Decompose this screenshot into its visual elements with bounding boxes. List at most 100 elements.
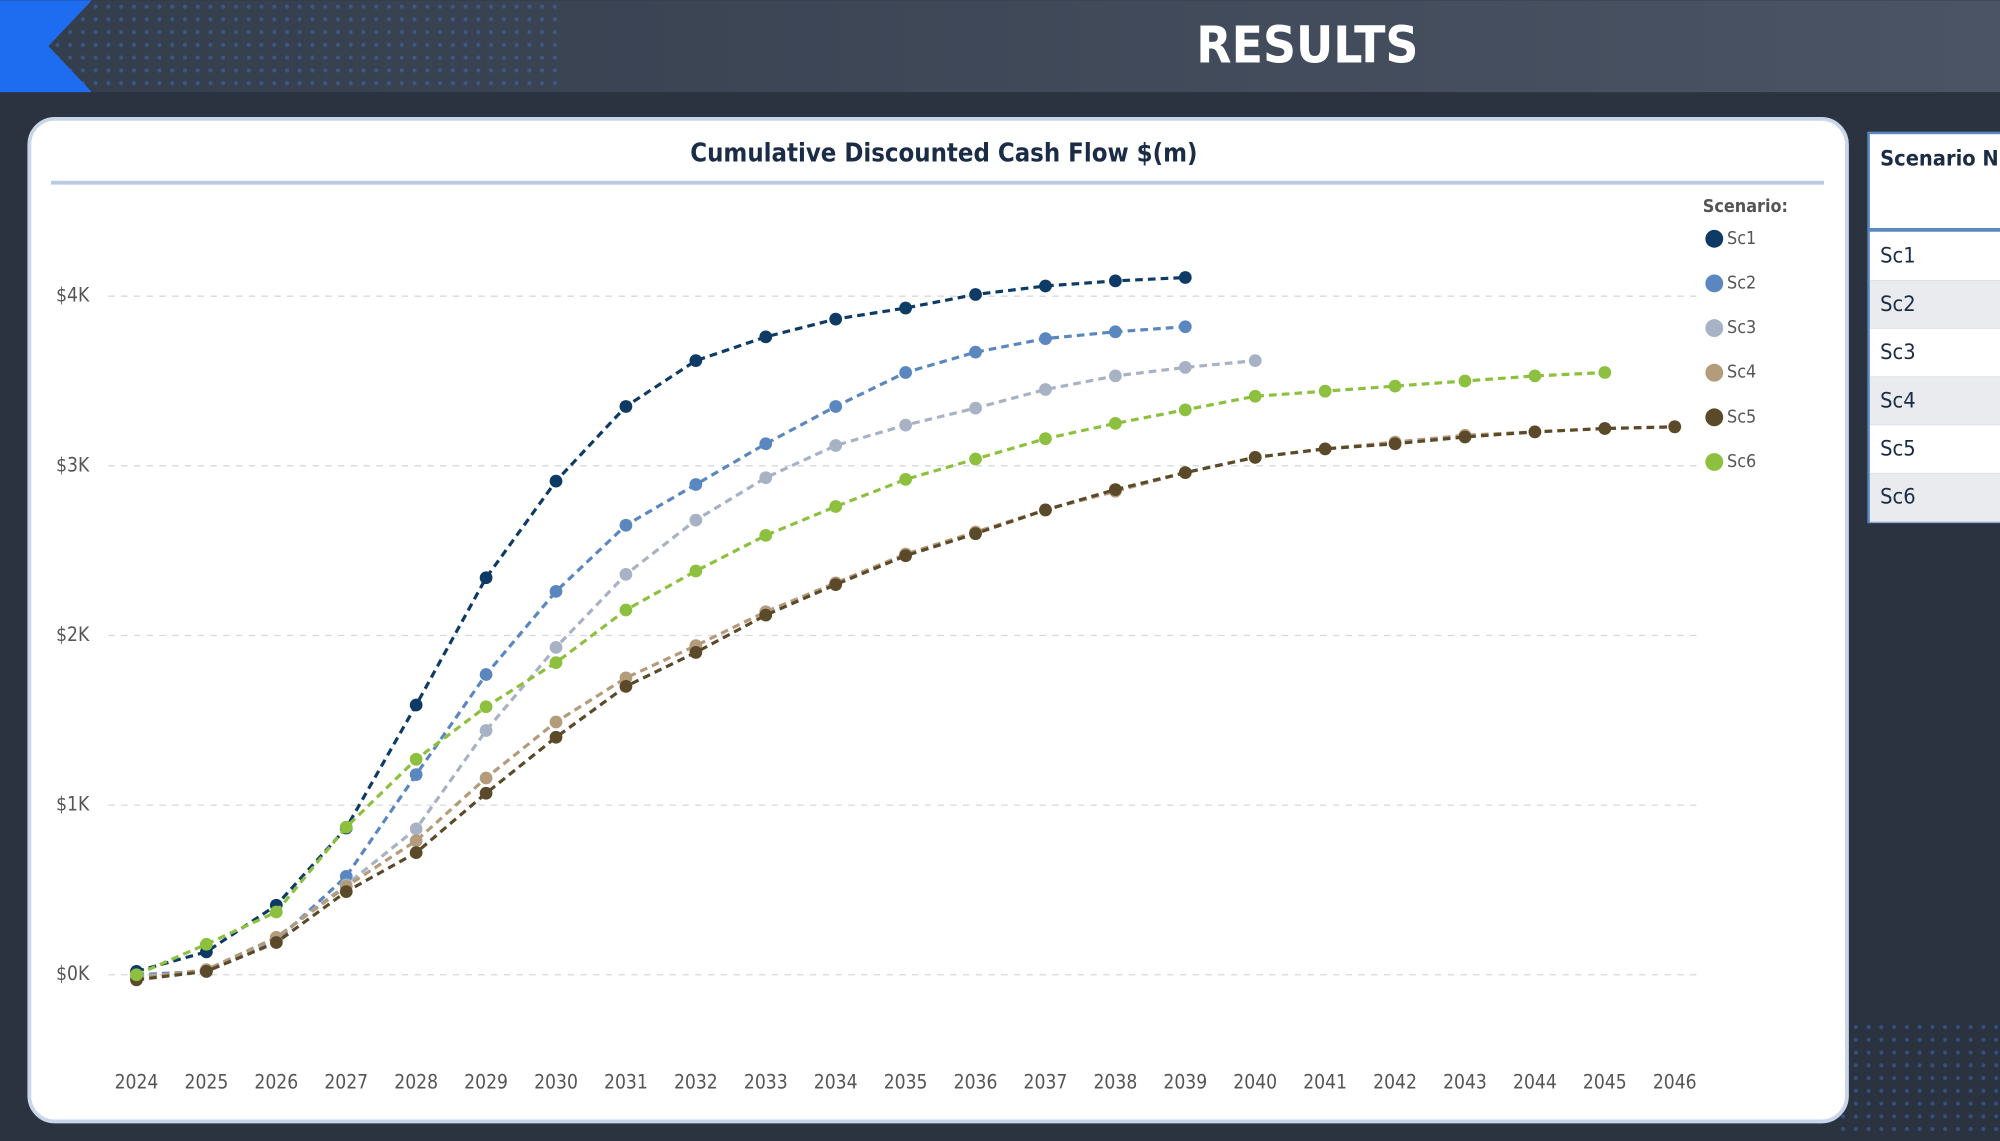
table-cell: Sc5 [1880, 436, 1916, 461]
table-cell: Sc6 [1880, 485, 1916, 510]
legend-marker [1705, 453, 1724, 471]
data-point [200, 964, 213, 978]
data-point [899, 366, 912, 379]
data-point [339, 820, 353, 834]
data-point [1178, 403, 1192, 417]
x-tick-label: 2033 [744, 1071, 788, 1094]
data-point [409, 834, 423, 848]
data-point [1039, 503, 1052, 517]
series-line [136, 325, 1186, 977]
x-tick-label: 2027 [324, 1071, 368, 1094]
table-row [1869, 377, 2000, 426]
plot: $0K $1K $2K $3K $4K 2024 2025 2026 2027 2028 2029 2… [56, 228, 1756, 1094]
page-title: RESULTS [1196, 17, 1418, 76]
legend-marker [1705, 229, 1724, 248]
data-point [549, 474, 563, 488]
data-point [899, 418, 912, 432]
data-point [479, 700, 493, 714]
legend-label: Sc2 [1727, 272, 1756, 293]
data-point [1039, 383, 1052, 396]
table-cell: Sc1 [1880, 244, 1916, 269]
data-point [969, 288, 982, 301]
data-point [689, 564, 703, 578]
data-point [549, 656, 563, 669]
table-row [1869, 232, 2000, 281]
back-chevron[interactable] [0, 0, 92, 93]
y-tick-label: $0K [56, 962, 90, 985]
table-cell: Sc4 [1880, 388, 1916, 413]
data-point [339, 885, 353, 899]
data-point [1458, 430, 1472, 444]
data-point [759, 437, 773, 451]
legend-label: Sc6 [1727, 451, 1756, 472]
data-point [1458, 374, 1472, 388]
data-point [969, 527, 982, 541]
data-point [1598, 422, 1612, 435]
data-point [1528, 369, 1542, 383]
x-tick-label: 2025 [185, 1071, 229, 1094]
data-point [969, 452, 982, 466]
data-point [1178, 361, 1192, 374]
x-tick-label: 2024 [115, 1071, 159, 1094]
data-point [689, 354, 703, 368]
x-tick-label: 2029 [464, 1071, 508, 1094]
x-tick-label: 2030 [534, 1071, 578, 1094]
data-point [689, 646, 703, 659]
data-point [1108, 369, 1122, 383]
data-point [619, 400, 633, 413]
table-row [1869, 425, 2000, 474]
x-tick-label: 2041 [1303, 1071, 1347, 1094]
x-tick-label: 2026 [254, 1071, 298, 1094]
y-tick-label: $4K [56, 284, 90, 307]
legend-marker [1705, 363, 1724, 382]
data-point [1108, 483, 1122, 496]
data-point [479, 724, 493, 737]
x-tick-label: 2046 [1653, 1071, 1697, 1094]
legend-label: Sc5 [1727, 406, 1756, 427]
data-point [1178, 466, 1192, 479]
data-point [130, 968, 143, 982]
data-point [619, 679, 633, 693]
data-point [1598, 366, 1612, 379]
table-row [1869, 473, 2000, 522]
legend-marker [1705, 319, 1724, 337]
data-point [409, 768, 423, 781]
x-tick-label: 2031 [604, 1071, 648, 1094]
data-point [200, 937, 213, 951]
data-point [689, 513, 703, 527]
data-point [549, 640, 563, 654]
data-point [1528, 425, 1542, 439]
legend-marker [1705, 274, 1724, 293]
data-point [409, 698, 423, 712]
table-cell: Sc3 [1880, 340, 1916, 365]
data-point [479, 668, 493, 681]
x-tick-label: 2042 [1373, 1071, 1417, 1094]
x-tick-label: 2028 [394, 1071, 438, 1094]
data-point [549, 730, 563, 744]
data-point [829, 578, 843, 591]
data-point [619, 518, 633, 532]
data-point [479, 786, 493, 800]
data-point [1108, 417, 1122, 430]
data-point [759, 608, 773, 622]
legend-title: Scenario: [1703, 196, 1788, 217]
data-point [1039, 432, 1052, 446]
data-point [1039, 279, 1052, 293]
corner-dots [1836, 1020, 2000, 1137]
data-point [1039, 332, 1052, 345]
table-cell: Sc2 [1880, 292, 1916, 317]
legend-marker [1705, 408, 1724, 427]
x-tick-label: 2043 [1443, 1071, 1487, 1094]
data-point [619, 603, 633, 617]
data-point [549, 584, 563, 598]
x-tick-label: 2038 [1093, 1071, 1137, 1094]
y-tick-label: $3K [56, 453, 90, 476]
data-point [1178, 271, 1192, 284]
data-point [409, 846, 423, 859]
x-tick-label: 2035 [884, 1071, 928, 1094]
data-point [1248, 389, 1262, 403]
y-tick-label: $2K [56, 623, 90, 646]
x-tick-label: 2039 [1163, 1071, 1207, 1094]
x-tick-label: 2037 [1024, 1071, 1068, 1094]
